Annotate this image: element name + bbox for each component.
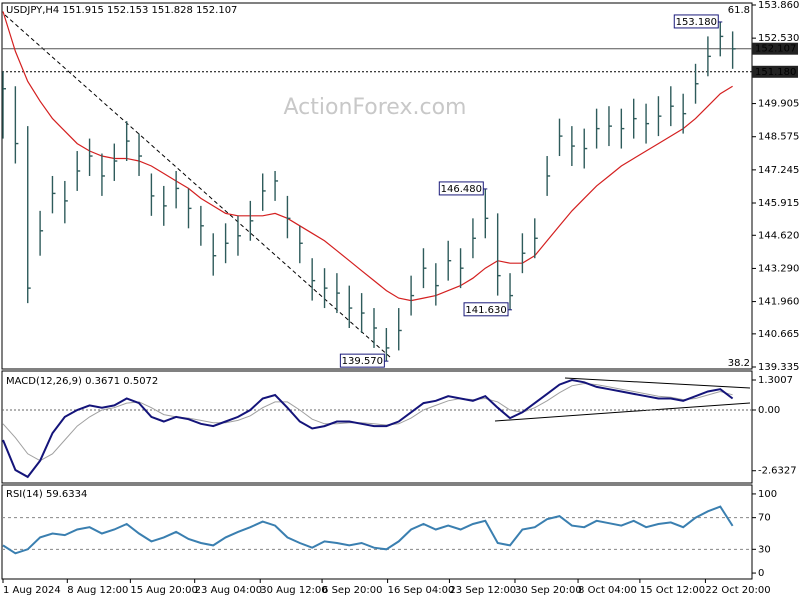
level-label: 151.180 (755, 67, 796, 78)
indicator-line (2, 505, 734, 555)
level-box (752, 42, 798, 55)
rsi-frame (1, 484, 753, 580)
level-label: 152.107 (755, 44, 796, 55)
x-tick-label: 22 Oct 20:00 (705, 585, 770, 596)
trendline (4, 14, 391, 358)
rsi-title: RSI(14) 59.6334 (6, 489, 87, 500)
y-tick-label: 152.530 (758, 33, 799, 44)
y-tick-label: 70 (758, 513, 771, 524)
x-tick-label: 23 Aug 04:00 (195, 585, 262, 596)
annotation-box (673, 14, 719, 29)
y-tick-label: 145.915 (758, 198, 799, 209)
x-tick-label: 23 Sep 12:00 (449, 585, 516, 596)
annotation-label: 139.570 (342, 356, 383, 367)
macd-trendline (564, 377, 751, 389)
x-tick-label: 15 Oct 12:00 (640, 585, 705, 596)
watermark: ActionForex.com (284, 95, 467, 120)
annotation-label: 153.180 (676, 17, 717, 28)
fib-label: 61.8 (728, 5, 750, 16)
x-tick-label: 8 Oct 04:00 (578, 585, 637, 596)
price-frame (1, 2, 753, 370)
annotation-label: 146.480 (441, 184, 482, 195)
x-tick-label: 8 Aug 12:00 (67, 585, 128, 596)
fib-label: 38.2 (728, 358, 750, 369)
y-tick-label: 141.960 (758, 297, 799, 308)
y-tick-label: 0.00 (758, 405, 780, 416)
y-tick-label: 140.665 (758, 329, 799, 340)
y-tick-label: 143.290 (758, 263, 799, 274)
y-tick-label: 144.620 (758, 230, 799, 241)
y-tick-label: 100 (758, 489, 777, 500)
y-tick-label: 147.245 (758, 165, 799, 176)
indicator-line (2, 382, 733, 462)
indicator-line (2, 378, 734, 479)
macd-title: MACD(12,26,9) 0.3671 0.5072 (6, 376, 158, 387)
macd-frame (1, 370, 753, 484)
x-tick-label: 15 Aug 20:00 (130, 585, 197, 596)
x-tick-label: 1 Aug 2024 (3, 585, 61, 596)
x-tick-label: 16 Sep 04:00 (388, 585, 455, 596)
moving-average (2, 11, 733, 302)
x-tick-label: 30 Aug 12:00 (260, 585, 327, 596)
y-tick-label: 139.335 (758, 362, 799, 373)
y-tick-label: -2.6327 (758, 466, 797, 477)
price-title: USDJPY,H4 151.915 152.153 151.828 152.10… (6, 5, 237, 16)
y-tick-label: 0 (758, 568, 764, 579)
annotation-box (339, 353, 385, 368)
y-tick-label: 30 (758, 544, 771, 555)
x-tick-label: 30 Sep 20:00 (515, 585, 582, 596)
level-box (752, 65, 798, 78)
annotation-box (438, 181, 484, 196)
y-tick-label: 153.860 (758, 0, 799, 11)
y-tick-label: 148.575 (758, 132, 799, 143)
macd-trendline (494, 402, 751, 422)
y-tick-label: 1.3007 (758, 375, 793, 386)
annotation-box (463, 302, 509, 317)
x-tick-label: 6 Sep 20:00 (322, 585, 382, 596)
y-tick-label: 149.905 (758, 99, 799, 110)
annotation-label: 141.630 (465, 305, 506, 316)
